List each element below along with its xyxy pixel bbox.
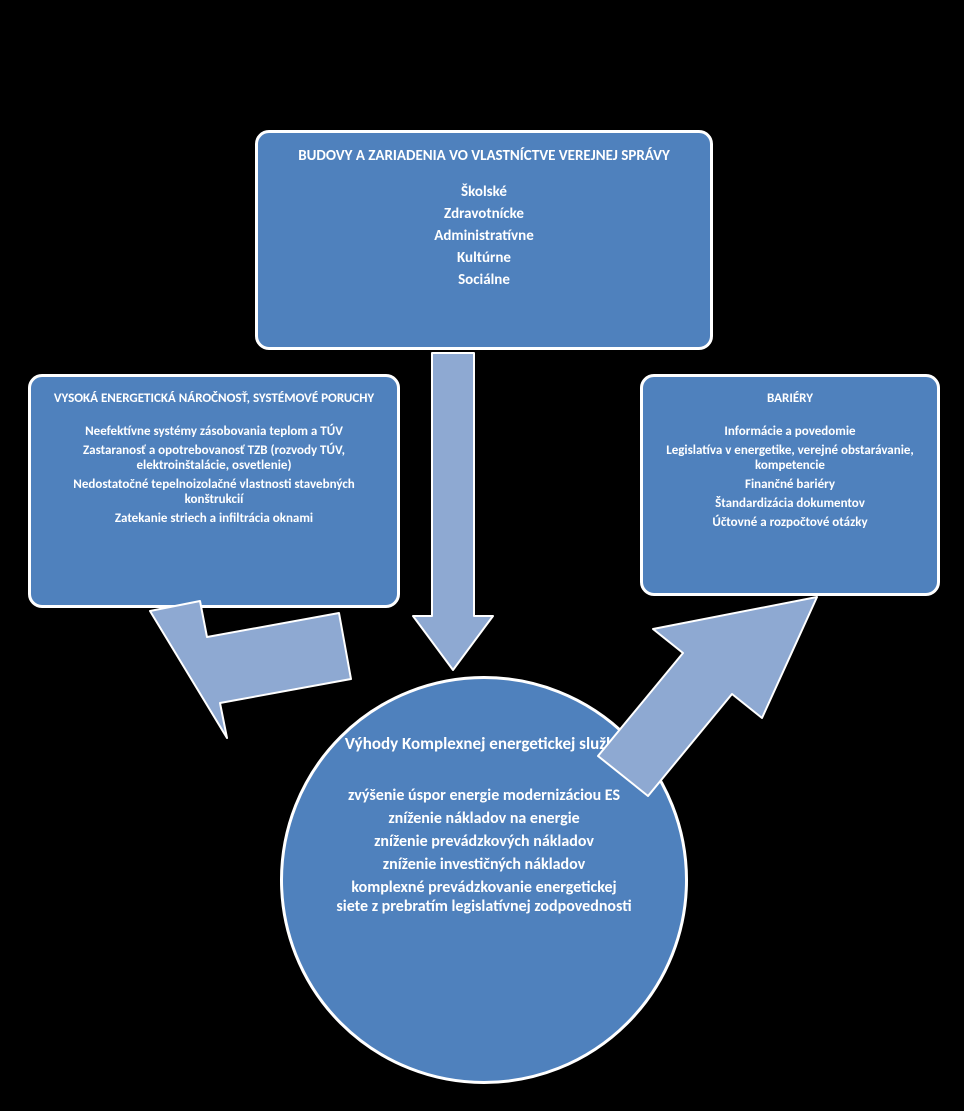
circle-title: Výhody Komplexnej energetickej služby (345, 733, 623, 754)
arrow-top-to-circle (413, 353, 493, 670)
top-box-item: Zdravotnícke (274, 205, 694, 223)
top-box-title: BUDOVY A ZARIADENIA VO VLASTNÍCTVE VEREJ… (274, 147, 694, 165)
left-box-item: Zastaranosť a opotrebovanosť TZB (rozvod… (47, 443, 381, 473)
right-box-item: Legislatíva v energetike, verejné obstar… (659, 443, 921, 473)
center-circle: Výhody Komplexnej energetickej služby zv… (280, 676, 688, 1084)
right-box-item: Finančné bariéry (659, 477, 921, 492)
circle-item: zníženie nákladov na energie (334, 809, 634, 828)
right-box-item: Informácie a povedomie (659, 424, 921, 439)
top-box-items: Školské Zdravotnícke Administratívne Kultúr… (274, 183, 694, 289)
right-box-item: Štandardizácia dokumentov (659, 496, 921, 511)
circle-items: zvýšenie úspor energie modernizáciou ES z… (334, 782, 634, 920)
circle-item: zvýšenie úspor energie modernizáciou ES (334, 786, 634, 805)
top-box-item: Kultúrne (274, 249, 694, 267)
right-box: BARIÉRY Informácie a povedomie Legislatív… (640, 374, 940, 596)
right-box-title: BARIÉRY (659, 391, 921, 406)
top-box-item: Školské (274, 183, 694, 201)
right-box-items: Informácie a povedomie Legislatíva v ener… (659, 424, 921, 530)
left-box-item: Nedostatočné tepelnoizolačné vlastnosti … (47, 477, 381, 507)
right-box-item: Účtovné a rozpočtové otázky (659, 515, 921, 530)
circle-item: zníženie investičných nákladov (334, 855, 634, 874)
left-box-item: Zatekanie striech a infiltrácia oknami (47, 511, 381, 526)
top-box: BUDOVY A ZARIADENIA VO VLASTNÍCTVE VEREJ… (255, 130, 713, 350)
left-box-items: Neefektívne systémy zásobovania teplom a… (47, 424, 381, 526)
top-box-item: Sociálne (274, 271, 694, 289)
circle-item: zníženie prevádzkových nákladov (334, 832, 634, 851)
left-box-item: Neefektívne systémy zásobovania teplom a… (47, 424, 381, 439)
circle-item: komplexné prevádzkovanie energetickej si… (334, 878, 634, 916)
arrow-left-to-circle (150, 601, 351, 738)
top-box-item: Administratívne (274, 227, 694, 245)
left-box-title: VYSOKÁ ENERGETICKÁ NÁROČNOSŤ, SYSTÉMOVÉ … (47, 391, 381, 406)
left-box: VYSOKÁ ENERGETICKÁ NÁROČNOSŤ, SYSTÉMOVÉ … (28, 374, 400, 608)
